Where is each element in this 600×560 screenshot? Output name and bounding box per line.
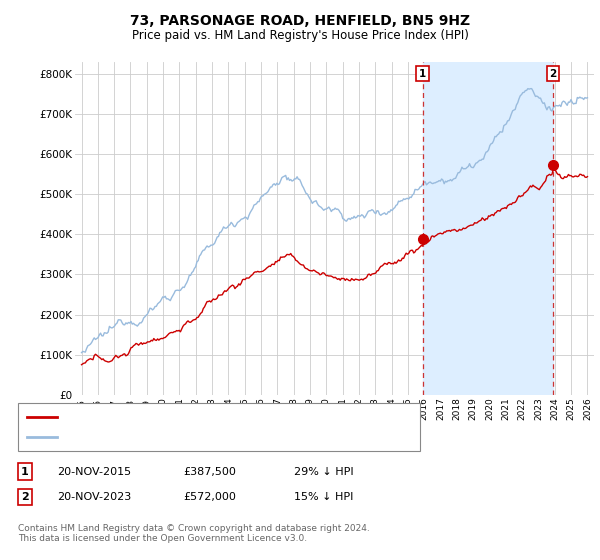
Text: 1: 1 [21,466,29,477]
Text: 2: 2 [550,69,557,78]
Text: £387,500: £387,500 [183,466,236,477]
Text: 20-NOV-2023: 20-NOV-2023 [57,492,131,502]
Text: 1: 1 [419,69,426,78]
Text: 73, PARSONAGE ROAD, HENFIELD, BN5 9HZ: 73, PARSONAGE ROAD, HENFIELD, BN5 9HZ [130,14,470,28]
Text: 73, PARSONAGE ROAD, HENFIELD, BN5 9HZ (detached house): 73, PARSONAGE ROAD, HENFIELD, BN5 9HZ (d… [63,412,386,422]
Text: Price paid vs. HM Land Registry's House Price Index (HPI): Price paid vs. HM Land Registry's House … [131,29,469,42]
Text: £572,000: £572,000 [183,492,236,502]
Bar [422,62,553,395]
Text: 15% ↓ HPI: 15% ↓ HPI [294,492,353,502]
Text: 29% ↓ HPI: 29% ↓ HPI [294,466,353,477]
Text: Contains HM Land Registry data © Crown copyright and database right 2024.
This d: Contains HM Land Registry data © Crown c… [18,524,370,543]
Text: 2: 2 [21,492,29,502]
Text: 20-NOV-2015: 20-NOV-2015 [57,466,131,477]
Text: HPI: Average price, detached house, Horsham: HPI: Average price, detached house, Hors… [63,432,303,442]
